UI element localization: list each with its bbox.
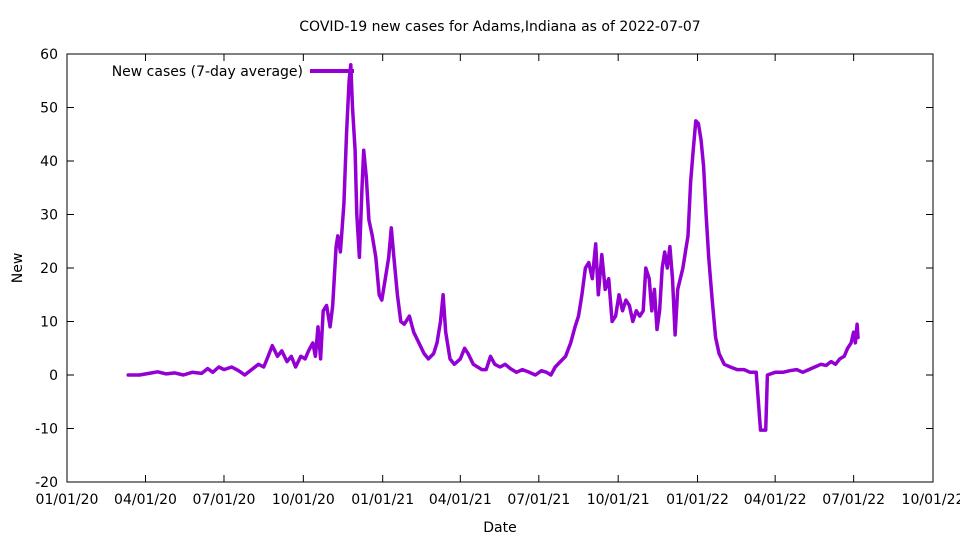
x-tick-label: 10/01/21	[587, 492, 650, 508]
x-tick-label: 10/01/20	[272, 492, 335, 508]
y-tick-label: 50	[40, 101, 58, 117]
y-tick-label: 60	[40, 47, 58, 63]
series-line-0	[126, 62, 860, 432]
y-tick-label: -20	[35, 475, 58, 491]
y-tick-label: 30	[40, 208, 58, 224]
axis-tick-labels: -20 -10 0 10 20 30 40 50 60 01/01/20 04/01/20 07/01…	[35, 47, 960, 508]
legend: New cases (7-day average)	[112, 64, 354, 80]
x-tick-label: 04/01/20	[114, 492, 177, 508]
chart-title: COVID-19 new cases for Adams,Indiana as …	[299, 19, 700, 35]
x-tick-label: 01/01/21	[351, 492, 414, 508]
series-layer	[126, 62, 860, 432]
x-tick-label: 04/01/22	[744, 492, 807, 508]
x-tick-label: 04/01/21	[429, 492, 492, 508]
axis-ticks	[66, 53, 934, 483]
x-tick-label: 01/01/22	[666, 492, 729, 508]
x-tick-label: 07/01/22	[822, 492, 885, 508]
x-tick-label: 01/01/20	[36, 492, 99, 508]
y-tick-label: -10	[35, 422, 58, 438]
y-tick-label: 20	[40, 261, 58, 277]
x-tick-label: 07/01/21	[507, 492, 570, 508]
y-tick-label: 0	[49, 368, 58, 384]
y-axis-label: New	[10, 253, 26, 284]
x-axis-label: Date	[483, 520, 516, 536]
plot-frame	[66, 53, 934, 483]
legend-label: New cases (7-day average)	[112, 64, 303, 80]
y-tick-label: 40	[40, 154, 58, 170]
x-tick-label: 07/01/20	[193, 492, 256, 508]
x-tick-label: 10/01/22	[902, 492, 960, 508]
y-tick-label: 10	[40, 315, 58, 331]
